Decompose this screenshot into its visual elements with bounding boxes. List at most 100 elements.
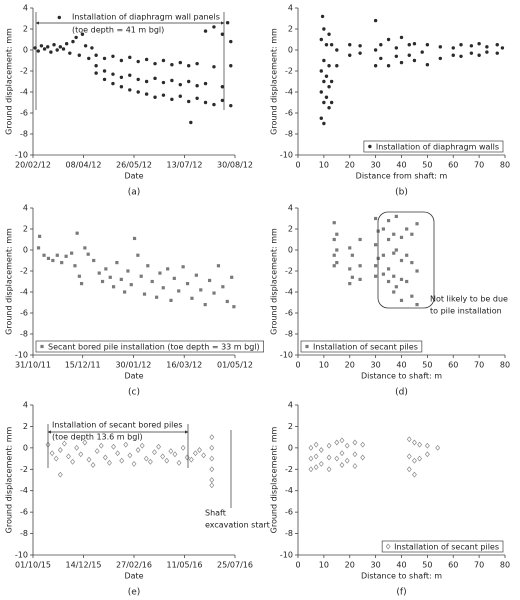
y-tick-label: -10 bbox=[280, 151, 293, 160]
point bbox=[322, 58, 326, 63]
point bbox=[220, 98, 225, 103]
point bbox=[188, 456, 194, 463]
point bbox=[327, 64, 331, 68]
point bbox=[102, 69, 107, 73]
point bbox=[187, 79, 191, 84]
point bbox=[308, 444, 314, 451]
legend: Installation of secant piles bbox=[381, 540, 504, 553]
point bbox=[102, 56, 107, 61]
point bbox=[329, 79, 334, 84]
y-tick-label: -6 bbox=[285, 309, 293, 318]
x-tick-label: 10 bbox=[319, 161, 329, 170]
legend-box bbox=[35, 340, 264, 353]
point bbox=[500, 46, 505, 50]
point bbox=[229, 103, 233, 108]
x-axis-label: Distance to shaft: m bbox=[361, 572, 442, 581]
point bbox=[83, 246, 87, 250]
point bbox=[144, 79, 149, 84]
y-axis-label: Ground displacement: mm bbox=[5, 426, 14, 533]
point bbox=[335, 248, 339, 252]
point bbox=[168, 448, 174, 455]
point bbox=[324, 95, 329, 99]
y-tick-label: 2 bbox=[288, 422, 293, 431]
point bbox=[100, 279, 105, 284]
x-tick-label: 25/07/16 bbox=[217, 561, 253, 570]
point bbox=[348, 43, 352, 47]
point bbox=[161, 80, 166, 85]
y-tick-label: 4 bbox=[288, 401, 293, 410]
point bbox=[153, 61, 157, 66]
point bbox=[195, 61, 199, 66]
point bbox=[324, 43, 329, 47]
annotation: (toe depth = 41 m bgl) bbox=[72, 26, 164, 35]
x-axis-label: Distance to shaft: m bbox=[361, 372, 442, 381]
point bbox=[132, 236, 137, 241]
point bbox=[320, 14, 325, 19]
point bbox=[79, 282, 84, 286]
point bbox=[201, 452, 207, 459]
x-tick-label: 40 bbox=[396, 561, 406, 570]
y-tick-label: 4 bbox=[23, 4, 28, 13]
point bbox=[407, 43, 411, 47]
point bbox=[143, 455, 149, 462]
x-tick-label: 80 bbox=[500, 361, 510, 370]
y-tick-label: -4 bbox=[20, 88, 28, 97]
point bbox=[55, 48, 59, 52]
x-tick-label: 13/07/12 bbox=[167, 161, 203, 170]
point bbox=[220, 85, 225, 89]
x-tick-label: 50 bbox=[422, 161, 432, 170]
legend-label: Installation of secant piles bbox=[313, 343, 418, 352]
point bbox=[319, 116, 323, 120]
point bbox=[386, 267, 391, 271]
point bbox=[352, 463, 358, 470]
point bbox=[129, 283, 133, 287]
point bbox=[131, 460, 137, 467]
y-axis-label: Ground displacement: mm bbox=[5, 28, 14, 135]
point bbox=[399, 258, 404, 263]
point bbox=[139, 274, 143, 278]
point bbox=[187, 99, 191, 104]
point bbox=[94, 71, 98, 75]
point bbox=[75, 231, 79, 235]
y-tick-label: -8 bbox=[20, 330, 28, 339]
point bbox=[334, 455, 340, 462]
y-tick-label: -6 bbox=[20, 109, 28, 118]
point bbox=[495, 51, 499, 55]
point bbox=[195, 96, 199, 101]
point bbox=[373, 48, 378, 52]
point bbox=[111, 81, 115, 86]
point bbox=[119, 58, 124, 63]
x-axis-label: Date bbox=[124, 372, 143, 381]
point bbox=[119, 277, 123, 281]
point bbox=[374, 243, 378, 247]
point bbox=[197, 447, 202, 453]
point bbox=[166, 267, 170, 271]
x-tick-label: 20 bbox=[345, 361, 355, 370]
point bbox=[209, 434, 215, 441]
y-tick-label: -6 bbox=[20, 309, 28, 318]
point bbox=[322, 121, 326, 126]
point bbox=[374, 264, 378, 268]
point bbox=[392, 290, 396, 294]
y-tick-label: -4 bbox=[285, 88, 293, 97]
point bbox=[348, 267, 352, 271]
point bbox=[164, 457, 170, 464]
caption: (c) bbox=[128, 388, 140, 398]
point bbox=[407, 53, 411, 57]
point bbox=[318, 447, 324, 453]
point bbox=[203, 100, 208, 105]
point bbox=[115, 261, 119, 265]
point bbox=[51, 258, 55, 263]
point bbox=[203, 29, 208, 33]
point bbox=[190, 296, 194, 300]
y-tick-label: 4 bbox=[288, 204, 293, 213]
point bbox=[405, 227, 409, 231]
legend-marker bbox=[305, 344, 309, 349]
point bbox=[344, 457, 350, 464]
y-axis-label: Ground displacement: mm bbox=[270, 228, 279, 335]
point bbox=[49, 50, 53, 54]
point bbox=[87, 56, 91, 61]
point bbox=[111, 72, 115, 76]
y-tick-label: 2 bbox=[23, 225, 28, 234]
point bbox=[399, 277, 404, 281]
